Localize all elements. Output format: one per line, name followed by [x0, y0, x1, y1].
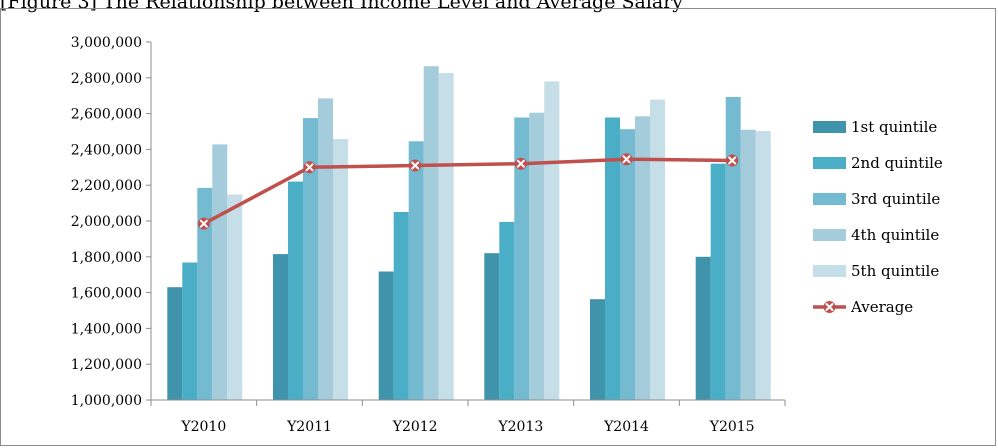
bar-4-y2011 — [318, 98, 333, 401]
quintile-salary-chart: 1,000,000 1,200,000 1,400,000 1,600,000 1,80… — [71, 35, 943, 435]
average-point-y2012 — [409, 159, 422, 172]
bars-layer — [167, 66, 771, 401]
average-point-y2014 — [620, 153, 633, 166]
bar-4-y2012 — [423, 66, 439, 400]
y-tick-label: 2,000,000 — [71, 214, 142, 230]
bar-4-y2015 — [740, 129, 756, 400]
average-line — [202, 157, 733, 226]
average-marker-cross — [622, 155, 631, 164]
clipped-header-text: [Figure 3] The Relationship between Inco… — [0, 0, 684, 13]
legend-swatch-1 — [813, 121, 846, 133]
bar-3-y2011 — [303, 118, 318, 400]
bar-3-y2012 — [408, 141, 424, 401]
legend-label-2: 2nd quintile — [851, 154, 943, 172]
bar-5-y2010 — [227, 194, 243, 400]
chart-frame: 1,000,000 1,200,000 1,400,000 1,600,000 1,80… — [0, 8, 996, 446]
average-point-y2015 — [726, 154, 739, 167]
bar-1-y2012 — [378, 271, 394, 400]
bar-5-y2014 — [650, 99, 665, 400]
average-marker-cross — [825, 303, 834, 311]
bar-4-y2014 — [635, 116, 650, 401]
bar-3-y2015 — [725, 97, 741, 400]
y-tick-label: 2,800,000 — [71, 71, 142, 87]
y-tick-label: 1,800,000 — [71, 250, 142, 266]
y-tick-label: 1,400,000 — [71, 321, 142, 337]
bar-2-y2015 — [710, 163, 726, 400]
legend-marker-average — [823, 301, 836, 313]
average-marker-cross — [305, 163, 314, 172]
y-tick-label: 2,600,000 — [71, 107, 142, 123]
x-tick-label: Y2014 — [603, 419, 649, 435]
legend-swatch-3 — [813, 193, 846, 205]
bar-5-y2011 — [333, 139, 348, 400]
y-tick-label: 1,000,000 — [71, 393, 142, 409]
bar-1-y2015 — [695, 256, 711, 400]
x-tick-label: Y2010 — [180, 419, 226, 435]
bar-5-y2012 — [438, 73, 454, 400]
legend-label-1: 1st quintile — [851, 118, 937, 136]
bar-3-y2010 — [197, 187, 213, 400]
bar-1-y2013 — [484, 253, 500, 400]
y-tick-label: 3,000,000 — [71, 35, 142, 51]
bar-1-y2014 — [590, 299, 605, 400]
bar-4-y2010 — [212, 144, 228, 400]
legend-label-average: Average — [850, 298, 913, 316]
average-point-y2011 — [303, 161, 316, 174]
bar-3-y2014 — [620, 129, 635, 400]
y-tick-label: 1,200,000 — [71, 357, 142, 373]
legend-swatch-4 — [813, 229, 846, 241]
legend-label-3: 3rd quintile — [851, 190, 940, 208]
average-point-y2010 — [197, 217, 210, 230]
average-marker-cross — [516, 159, 525, 168]
bar-5-y2015 — [755, 131, 771, 400]
legend-swatch-2 — [813, 157, 846, 169]
legend: 1st quintile 2nd quintile 3rd quintile 4th … — [813, 118, 943, 316]
x-tick-label: Y2015 — [709, 419, 755, 435]
legend-label-5: 5th quintile — [851, 262, 939, 280]
y-tick-label: 1,600,000 — [71, 286, 142, 302]
average-marker-cross — [411, 161, 420, 170]
bar-1-y2010 — [167, 287, 183, 400]
bar-2-y2014 — [605, 117, 620, 400]
average-marker-cross — [199, 219, 208, 228]
bar-2-y2010 — [182, 262, 198, 400]
bar-1-y2011 — [273, 254, 288, 400]
legend-swatch-5 — [813, 265, 846, 277]
y-tick-label: 2,200,000 — [71, 178, 142, 194]
bar-2-y2012 — [393, 212, 409, 400]
bar-3-y2013 — [514, 117, 530, 400]
bar-5-y2013 — [544, 81, 560, 401]
legend-label-4: 4th quintile — [851, 226, 939, 244]
bar-2-y2011 — [288, 181, 303, 400]
bar-4-y2013 — [529, 112, 545, 400]
bar-2-y2013 — [499, 221, 515, 400]
average-point-y2013 — [514, 157, 527, 170]
x-tick-label: Y2012 — [392, 419, 438, 435]
average-marker-cross — [728, 156, 737, 165]
axes-layer: 1,000,000 1,200,000 1,400,000 1,600,000 1,80… — [71, 35, 786, 435]
x-tick-label: Y2013 — [497, 419, 543, 435]
average-line-layer — [197, 153, 739, 230]
y-tick-label: 2,400,000 — [71, 142, 142, 158]
x-tick-label: Y2011 — [286, 419, 332, 435]
